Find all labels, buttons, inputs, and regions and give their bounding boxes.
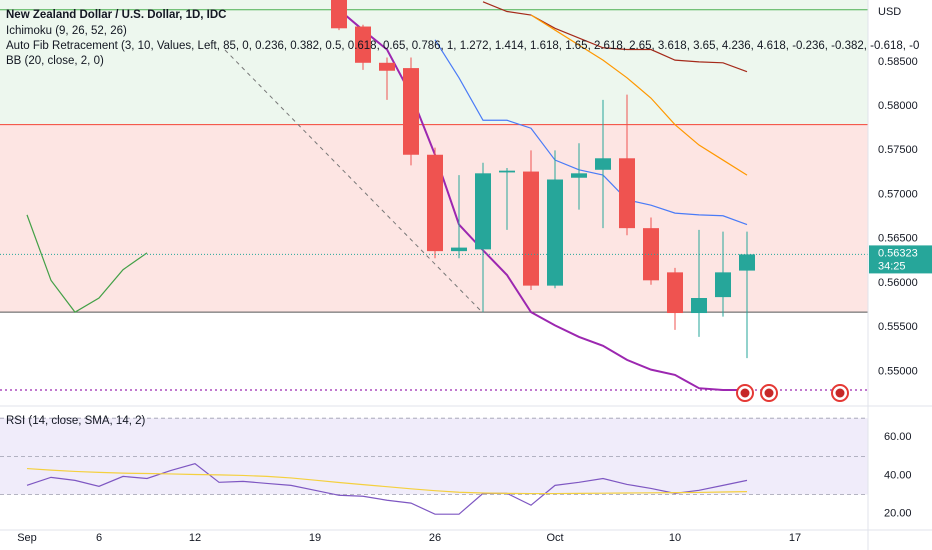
- x-tick-label: 6: [96, 532, 102, 544]
- candle-body: [667, 272, 683, 314]
- event-flag-core: [764, 388, 774, 398]
- indicator-line: [434, 39, 748, 226]
- currency-label: USD: [878, 6, 901, 18]
- event-icons: [736, 384, 849, 402]
- indicator-label: Auto Fib Retracement (3, 10, Values, Lef…: [6, 40, 919, 52]
- candle-body: [547, 179, 563, 286]
- indicator-label: BB (20, close, 2, 0): [6, 55, 104, 67]
- x-tick-label: Oct: [546, 532, 563, 544]
- candle-body: [355, 26, 371, 63]
- y-tick-label: 0.58500: [878, 56, 918, 68]
- price-pane: [0, 0, 868, 391]
- candle-body: [523, 171, 539, 286]
- indicator-line: [26, 214, 148, 313]
- countdown-label: 34:25: [878, 260, 906, 272]
- candle-body: [379, 62, 395, 71]
- candle-body: [499, 170, 515, 173]
- y-tick-label: 0.55000: [878, 365, 918, 377]
- indicator-line: [482, 1, 748, 73]
- x-tick-label: 10: [669, 532, 681, 544]
- y-tick-label: 40.00: [884, 469, 912, 481]
- event-flag-core: [835, 388, 845, 398]
- rsi-title: RSI (14, close, SMA, 14, 2): [6, 415, 146, 427]
- candle-body: [595, 158, 611, 170]
- candle-body: [331, 0, 347, 29]
- last-price-box: [869, 245, 932, 274]
- indicator-label: Ichimoku (9, 26, 52, 26): [6, 25, 127, 37]
- x-tick-label: 17: [789, 532, 801, 544]
- y-tick-label: 0.58000: [878, 100, 918, 112]
- y-tick-label: 20.00: [884, 508, 912, 520]
- indicator-line: [530, 14, 748, 176]
- y-tick-label: 0.57500: [878, 144, 918, 156]
- x-tick-label: 26: [429, 532, 441, 544]
- x-tick-label: 12: [189, 532, 201, 544]
- candle-body: [739, 254, 755, 271]
- candle-body: [691, 298, 707, 314]
- candle-body: [715, 272, 731, 298]
- rsi-pane: [0, 417, 868, 515]
- candle-body: [475, 173, 491, 250]
- rsi-line: [26, 462, 748, 515]
- y-tick-label: 0.56000: [878, 277, 918, 289]
- candle-body: [403, 68, 419, 155]
- rsi-line: [26, 467, 748, 495]
- last-price-label: 0.56323: [878, 247, 918, 259]
- event-flag-core: [740, 388, 750, 398]
- x-tick-label: Sep: [17, 532, 37, 544]
- candle-body: [571, 173, 587, 178]
- y-tick-label: 0.57000: [878, 188, 918, 200]
- y-tick-label: 0.56500: [878, 233, 918, 245]
- y-tick-label: 60.00: [884, 431, 912, 443]
- candle-body: [451, 247, 467, 252]
- candle-body: [427, 154, 443, 252]
- x-tick-label: 19: [309, 532, 321, 544]
- chart-title: New Zealand Dollar / U.S. Dollar, 1D, ID…: [6, 9, 226, 21]
- candle-body: [619, 158, 635, 229]
- y-tick-label: 0.55500: [878, 321, 918, 333]
- fib-trend-line: [224, 49, 483, 313]
